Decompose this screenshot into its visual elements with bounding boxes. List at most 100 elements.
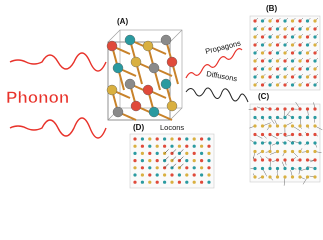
atom xyxy=(260,115,265,120)
atom xyxy=(283,158,287,162)
atom xyxy=(290,124,295,128)
atom xyxy=(268,175,272,179)
locons-label: Locons xyxy=(160,123,184,132)
atom xyxy=(268,141,272,145)
atom xyxy=(283,132,287,137)
atom xyxy=(298,59,302,63)
atom xyxy=(160,34,172,46)
atom xyxy=(253,19,257,23)
atom xyxy=(290,75,295,79)
atom xyxy=(313,141,317,145)
atom xyxy=(305,27,310,31)
atom xyxy=(313,27,317,31)
vector xyxy=(171,163,177,168)
atom xyxy=(207,144,211,148)
atom xyxy=(290,67,295,71)
atom xyxy=(140,151,144,155)
atom xyxy=(253,175,257,179)
atom xyxy=(166,56,178,68)
atom xyxy=(253,158,257,162)
atom xyxy=(305,35,310,39)
atom xyxy=(290,51,295,55)
atom xyxy=(275,43,280,47)
atom xyxy=(313,158,317,162)
atom xyxy=(260,158,265,162)
atom xyxy=(298,83,302,87)
atom xyxy=(192,137,196,141)
atom xyxy=(155,173,159,177)
atom xyxy=(163,144,167,148)
atom xyxy=(260,67,265,71)
atom xyxy=(305,107,310,111)
atom xyxy=(275,115,280,120)
atom xyxy=(160,78,172,90)
atom xyxy=(283,115,287,120)
atom xyxy=(275,149,280,154)
atom xyxy=(298,158,302,162)
atom xyxy=(275,51,280,55)
atom xyxy=(283,59,287,63)
atom xyxy=(313,149,317,154)
atom xyxy=(298,149,302,154)
atom xyxy=(133,173,137,177)
atom xyxy=(275,67,280,71)
atom xyxy=(268,51,272,55)
atom xyxy=(268,158,272,162)
atom xyxy=(130,100,142,112)
atom xyxy=(140,159,144,163)
atom xyxy=(305,67,310,71)
crystal-cube xyxy=(106,29,183,121)
atom xyxy=(305,141,310,145)
atom xyxy=(133,144,137,148)
atom xyxy=(313,83,317,87)
panel-b-lattice xyxy=(253,17,319,87)
atom xyxy=(298,132,302,137)
atom xyxy=(268,149,272,154)
atom xyxy=(260,51,265,55)
atom xyxy=(268,67,272,71)
atom xyxy=(192,151,196,155)
atom xyxy=(163,137,167,141)
atom xyxy=(298,175,302,179)
atom xyxy=(268,19,272,23)
vector xyxy=(179,156,184,161)
atom xyxy=(283,75,287,79)
atom xyxy=(148,106,160,118)
atom xyxy=(185,180,189,184)
atom xyxy=(185,166,189,170)
atom xyxy=(148,137,152,141)
atom xyxy=(313,107,317,111)
atom xyxy=(305,158,310,162)
atom xyxy=(253,149,257,154)
atom xyxy=(170,137,174,141)
atom xyxy=(305,149,310,154)
atom xyxy=(260,27,265,31)
atom xyxy=(305,175,310,179)
atom xyxy=(298,27,302,31)
atom xyxy=(207,180,211,184)
atom xyxy=(200,159,204,163)
atom xyxy=(298,141,302,145)
atom xyxy=(283,107,287,111)
diffusons-label: Diffusons xyxy=(206,69,238,83)
atom xyxy=(200,180,204,184)
atom xyxy=(268,43,272,47)
atom xyxy=(253,59,257,63)
atom xyxy=(207,151,211,155)
atom xyxy=(192,173,196,177)
atom xyxy=(298,19,302,23)
atom xyxy=(313,124,317,128)
panel-d-lattice xyxy=(133,137,211,184)
atom xyxy=(275,19,280,23)
panel-d-label: (D) xyxy=(133,123,144,132)
atom xyxy=(298,115,302,120)
atom xyxy=(260,132,265,137)
page: Phonon (A) Propagons (B) Diffusons (C) (… xyxy=(6,4,323,189)
atom xyxy=(298,67,302,71)
atom xyxy=(268,124,272,128)
atom xyxy=(170,144,174,148)
atom xyxy=(298,166,302,171)
atom xyxy=(283,43,287,47)
atom xyxy=(298,107,302,111)
atom xyxy=(283,51,287,55)
